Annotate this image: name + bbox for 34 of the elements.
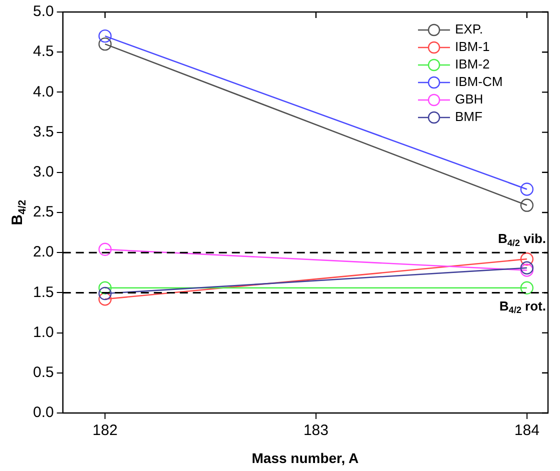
- x-tick-label: 184: [514, 422, 540, 440]
- x-tick-label: 182: [92, 422, 118, 440]
- point: [98, 242, 112, 256]
- point: [98, 292, 112, 306]
- legend-label: BMF: [455, 109, 482, 124]
- point: [98, 37, 112, 51]
- y-tick-label: 1.0: [32, 324, 54, 341]
- y-tick-label: 1.5: [32, 284, 54, 301]
- point: [98, 286, 112, 300]
- y-tick-label: 0.0: [32, 404, 54, 422]
- point: [520, 198, 534, 212]
- point: [520, 252, 534, 266]
- y-tick-label: 3.0: [32, 164, 54, 181]
- y-tick-label: 5.0: [32, 3, 54, 20]
- legend-label: IBM-2: [455, 56, 490, 72]
- y-tick-label: 4.0: [32, 83, 54, 100]
- point: [520, 182, 534, 196]
- y-tick-label: 2.5: [32, 204, 54, 221]
- point: [520, 281, 534, 294]
- point: [520, 264, 534, 277]
- legend-label: IBM-1: [455, 39, 490, 54]
- point: [98, 281, 112, 294]
- y-tick-label: 3.5: [32, 123, 54, 140]
- y-tick-label: 2.0: [32, 244, 54, 261]
- legend-label: GBH: [455, 92, 484, 107]
- point: [520, 261, 534, 274]
- y-axis-title: B4/2: [9, 200, 28, 226]
- y-tick-label: 0.5: [32, 364, 54, 382]
- x-axis-title: Mass number, A: [252, 450, 359, 466]
- legend-label: EXP.: [455, 22, 483, 37]
- legend-label: IBM-CM: [455, 74, 503, 90]
- x-tick-label: 183: [303, 422, 328, 440]
- y-tick-label: 4.5: [32, 43, 54, 60]
- point: [98, 29, 112, 43]
